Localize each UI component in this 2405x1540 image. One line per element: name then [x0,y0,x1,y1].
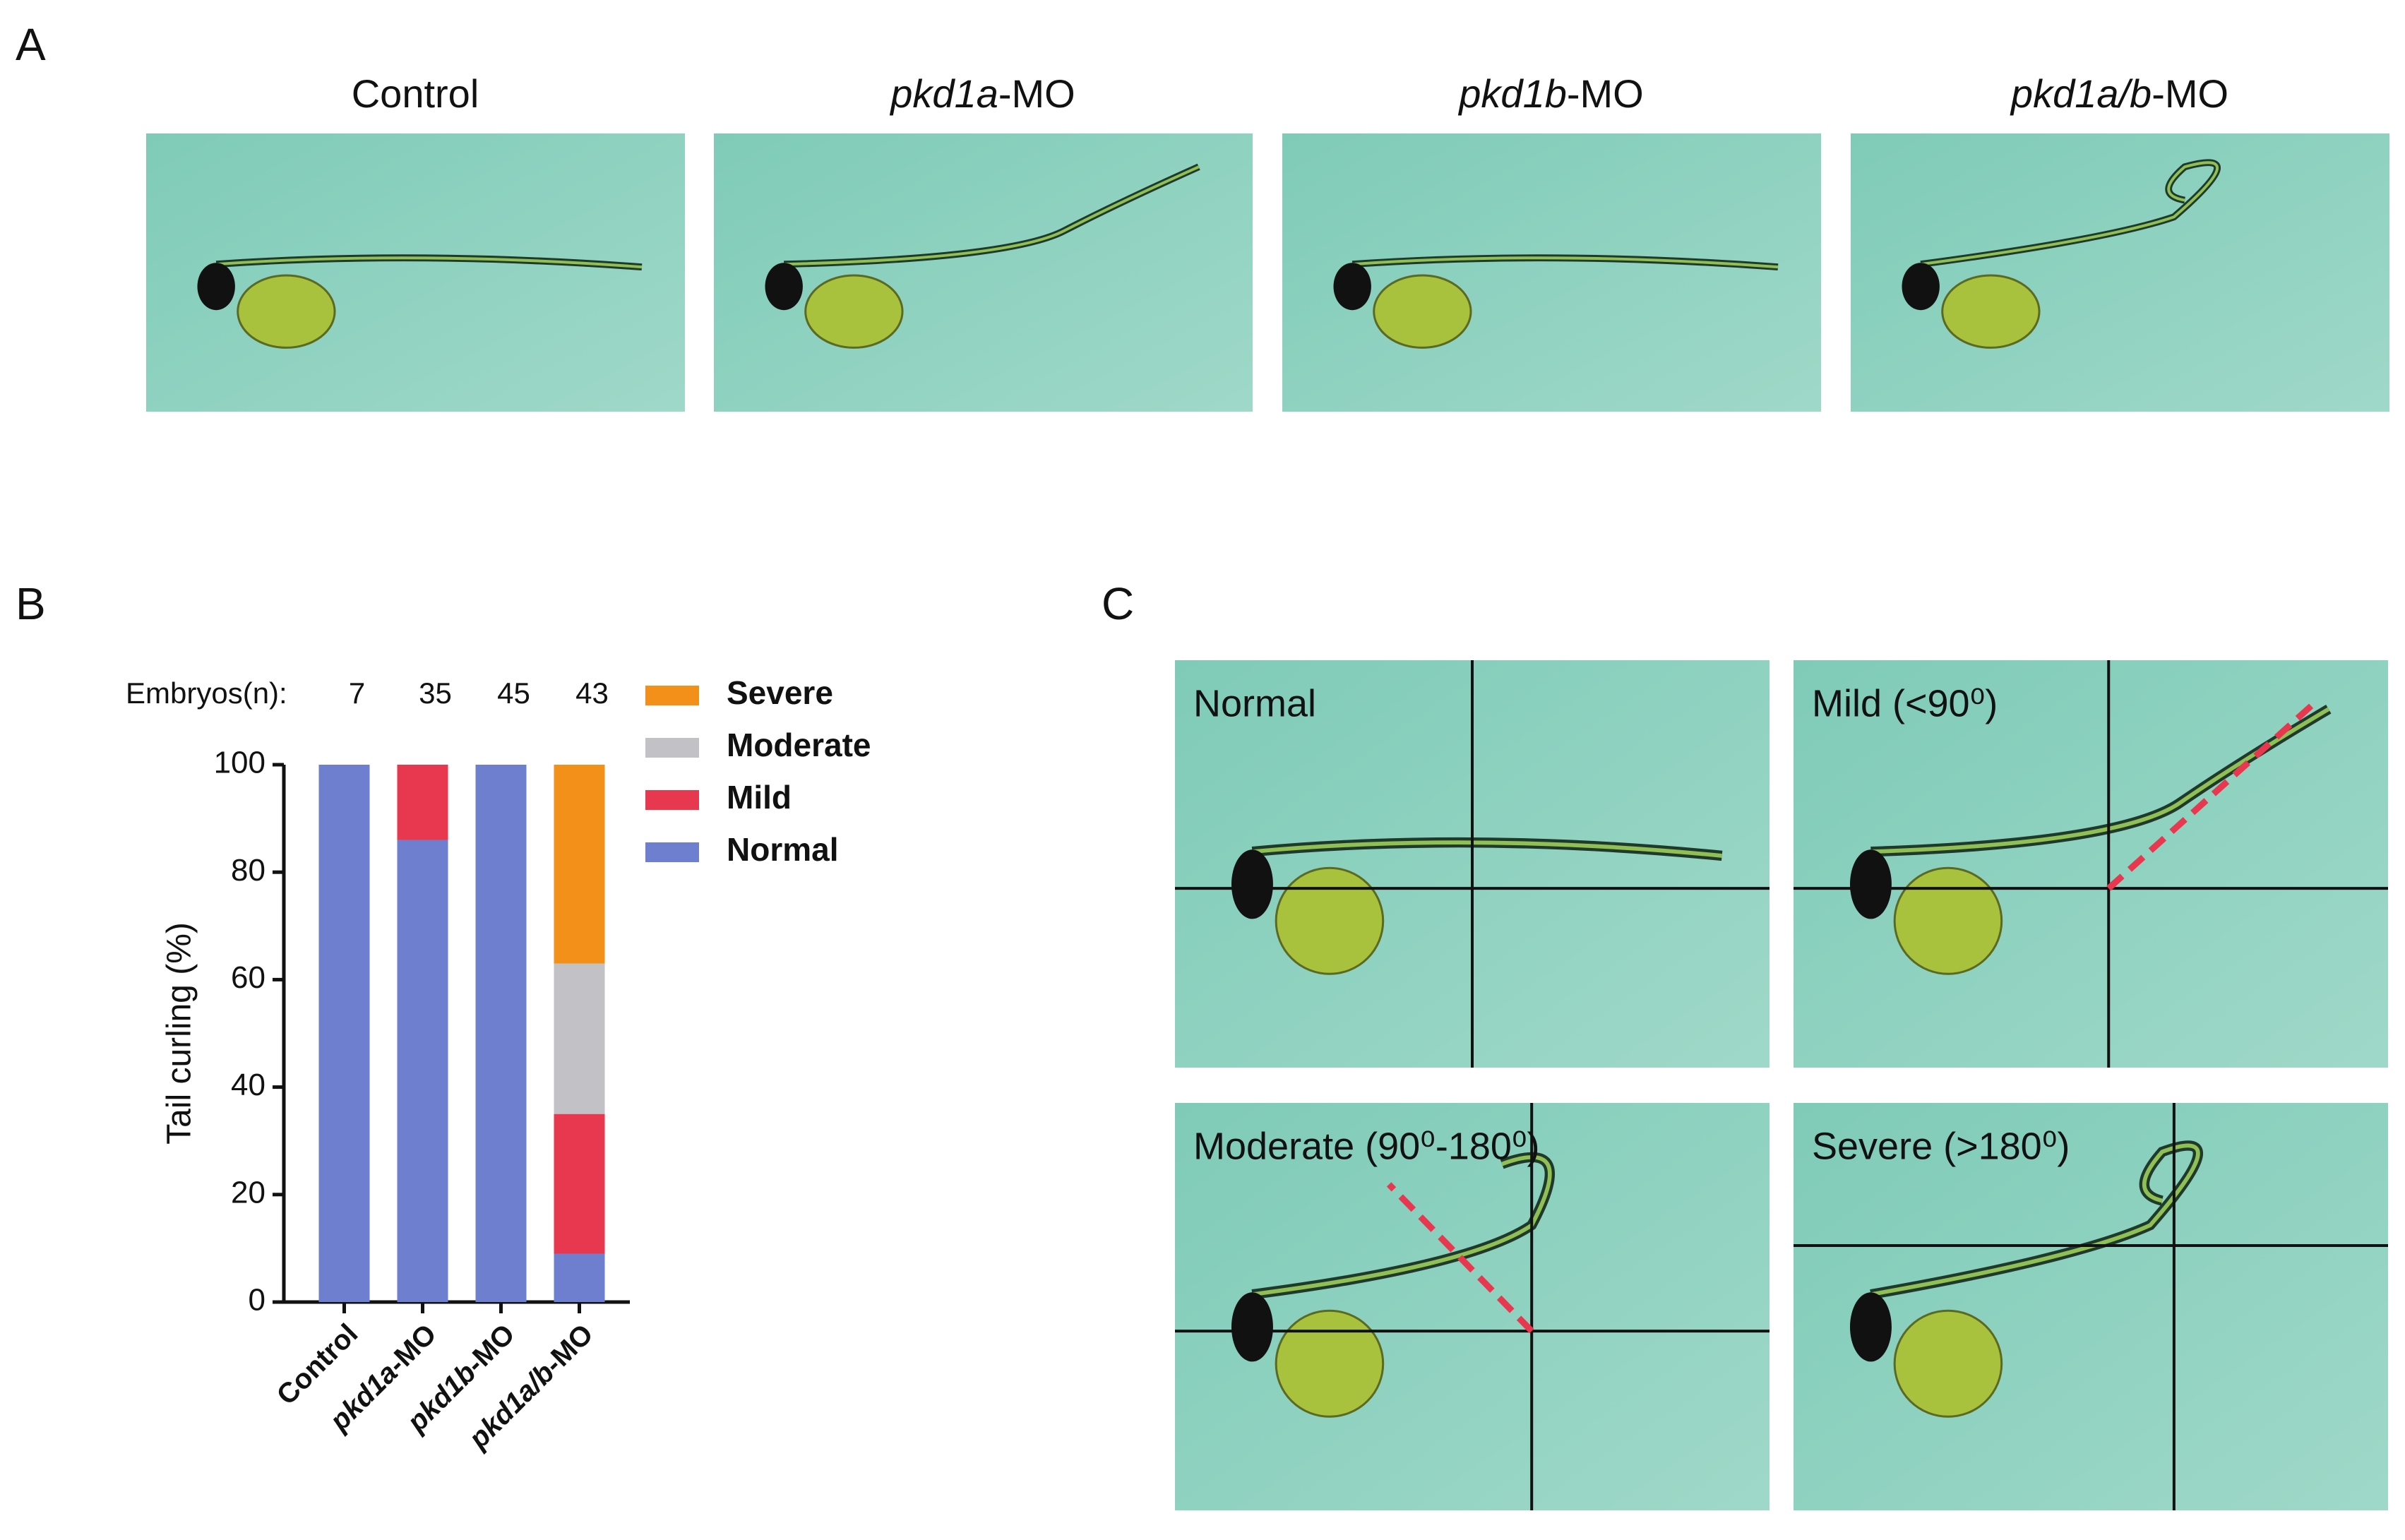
fish-body [784,165,1200,266]
photo [146,133,685,412]
photo-label: Normal [1193,682,1316,724]
photo-label: Severe (>180⁰) [1812,1125,2070,1167]
photo [1282,133,1821,412]
fish-yolk [1893,866,2003,975]
y-tick-label: 80 [231,853,265,888]
bar-segment [318,765,370,1302]
bar-segment [554,1114,605,1254]
legend-label: Normal [727,831,838,868]
bar-segment [554,1253,605,1302]
y-axis-title: Tail curling (%) [161,922,198,1145]
bar-segment [554,765,605,964]
fish-eye [197,263,235,311]
fish-eye [1333,263,1371,311]
fish-yolk [1275,866,1385,975]
fish-yolk [1275,1309,1385,1418]
photo [1794,1103,2388,1510]
fish-eye [1231,1292,1273,1362]
annotation-value: 7 [349,676,365,710]
annotation-value: 45 [497,676,530,710]
y-tick-label: 0 [249,1283,265,1318]
fish-eye [1849,1292,1892,1362]
legend-label: Mild [727,779,792,816]
fish-yolk [1941,274,2041,349]
fish-body [216,256,643,269]
angle-line [2106,698,2319,891]
y-tick-label: 60 [231,960,265,995]
fish-body [1352,256,1779,269]
fish-yolk [1373,274,1472,349]
photo [1175,1103,1770,1510]
legend-label: Severe [727,674,833,711]
fish-body [1870,1143,2200,1297]
photo-label: Mild (<90⁰) [1812,682,1998,724]
fish-eye [1902,263,1940,311]
legend-swatch [645,686,699,705]
fish-eye [765,263,803,311]
legend-label: Moderate [727,727,871,763]
bar-segment [397,765,448,840]
annotation-value: 43 [575,676,609,710]
panel-label: C [1102,578,1134,629]
fish-yolk [1893,1309,2003,1418]
fish-eye [1849,849,1892,919]
fish-body [1252,1155,1552,1297]
annotation-value: 35 [419,676,452,710]
panel-label: A [16,19,46,70]
bar-segment [554,963,605,1114]
bar-segment [475,765,527,1302]
bar-segment [397,840,448,1302]
photo-title: pkd1b-MO [1457,71,1643,116]
legend-swatch [645,842,699,862]
fish-body [1920,161,2219,266]
photo-title: Control [352,71,479,116]
legend-swatch [645,738,699,758]
photo-title: pkd1a/b-MO [2010,71,2228,116]
y-tick-label: 20 [231,1175,265,1210]
y-tick-label: 100 [214,746,265,780]
annotation-label: Embryos(n): [126,676,287,710]
photo [1851,133,2389,412]
panel-label: B [16,578,46,629]
y-tick-label: 40 [231,1068,265,1102]
photo-label: Moderate (90⁰-180⁰) [1193,1125,1540,1167]
angle-line [1386,1182,1534,1334]
photo-title: pkd1a-MO [889,71,1075,116]
fish-yolk [237,274,336,349]
fish-yolk [804,274,904,349]
fish-body [1252,840,1722,858]
legend-swatch [645,790,699,810]
fish-eye [1231,849,1273,919]
